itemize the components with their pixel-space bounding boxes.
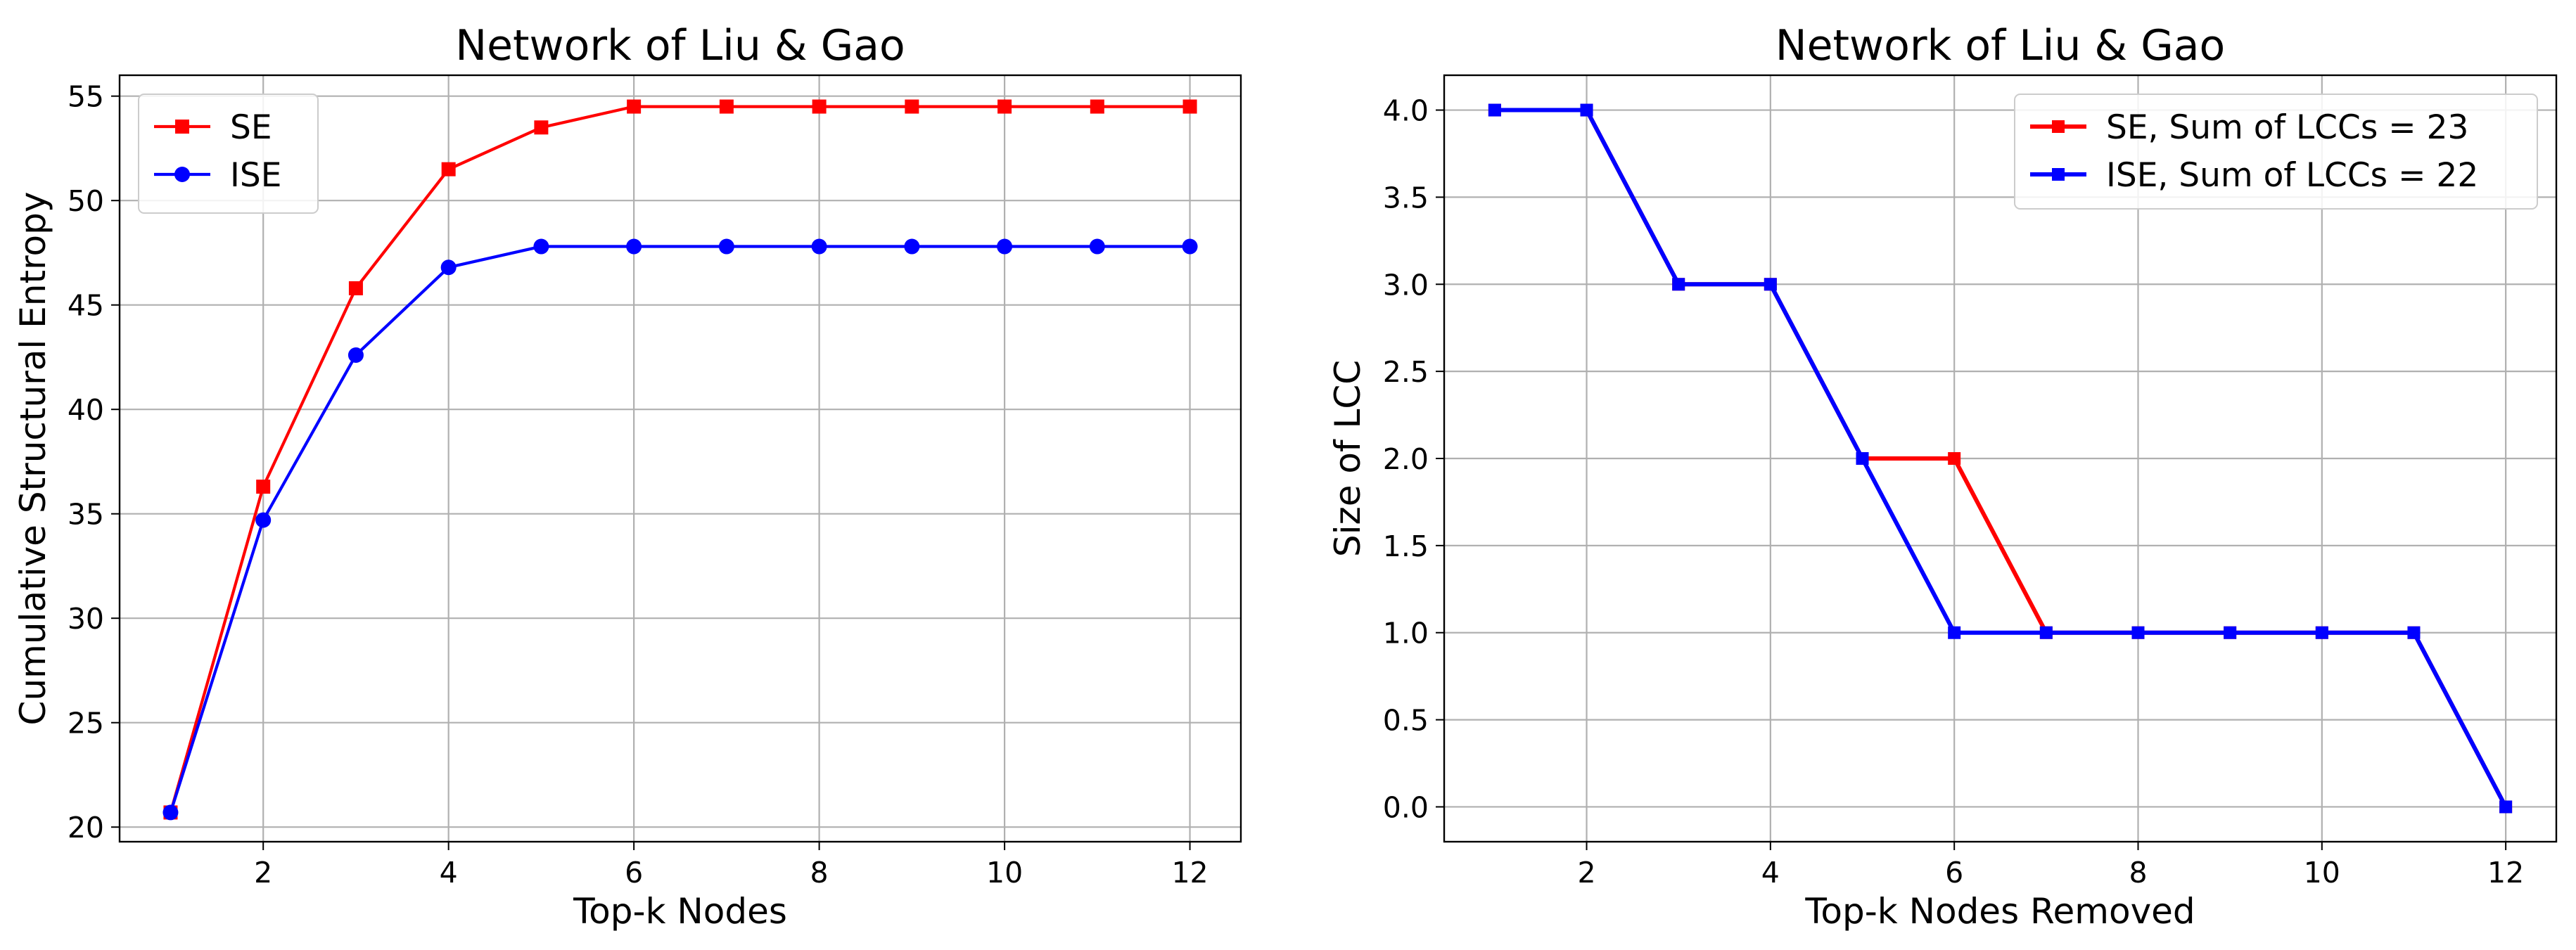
legend-box xyxy=(138,94,319,214)
y-tick-label: 30 xyxy=(68,602,104,636)
y-tick-label: 35 xyxy=(68,498,104,532)
data-point xyxy=(255,512,272,528)
data-point xyxy=(256,480,271,494)
x-tick-label: 6 xyxy=(625,856,643,890)
x-tick-label: 2 xyxy=(254,856,272,890)
data-point xyxy=(1182,99,1197,114)
x-tick-label: 12 xyxy=(1171,856,1208,890)
data-point xyxy=(347,347,364,363)
y-tick-label: 40 xyxy=(68,393,104,427)
data-point xyxy=(718,238,734,255)
data-point xyxy=(1856,452,1869,465)
chart-title: Network of Liu & Gao xyxy=(1775,21,2226,70)
x-tick-label: 6 xyxy=(1945,856,1963,890)
chart-panel-1: 2 4 6 8 10 12 20 25 30 35 40 45 50 55 Network of Liu &… xyxy=(13,21,1242,932)
x-tick-label: 8 xyxy=(810,856,829,890)
chart-panel-2: 2 4 6 8 10 12 0.0 0.5 1.0 1.5 2.0 2.5 3.0 3.5 4.0 Netwo… xyxy=(1327,21,2558,932)
y-tick-label: 45 xyxy=(68,289,104,323)
y-axis-label: Size of LCC xyxy=(1327,360,1368,557)
y-tick-label: 50 xyxy=(68,184,104,218)
y-tick-label: 25 xyxy=(68,707,104,740)
x-tick-label: 10 xyxy=(986,856,1023,890)
data-point xyxy=(1672,278,1685,291)
y-tick-label: 1.0 xyxy=(1383,617,1429,650)
plot-frame xyxy=(1443,74,2558,843)
data-point xyxy=(1580,103,1593,117)
data-point xyxy=(1488,103,1501,117)
data-point xyxy=(441,162,456,176)
plot-frame xyxy=(118,74,1242,843)
legend-label: ISE, Sum of LCCs = 22 xyxy=(2106,156,2478,195)
y-tick-label: 1.5 xyxy=(1383,529,1429,563)
y-tick-label: 0.5 xyxy=(1383,704,1429,738)
x-axis-label: Top-k Nodes xyxy=(573,891,787,932)
x-tick-label: 10 xyxy=(2304,856,2340,890)
data-point xyxy=(162,804,179,821)
y-tick-label: 4.0 xyxy=(1383,94,1429,128)
y-tick-label: 20 xyxy=(68,811,104,845)
legend-label: SE, Sum of LCCs = 23 xyxy=(2106,108,2468,147)
data-point xyxy=(2039,626,2053,639)
data-point xyxy=(2315,626,2328,639)
data-point xyxy=(997,99,1012,114)
legend-box xyxy=(2014,94,2538,210)
data-point xyxy=(1089,238,1105,255)
series-line-2 xyxy=(1494,108,2508,808)
legend-swatch-marker xyxy=(2052,120,2065,133)
y-tick-label: 3.0 xyxy=(1383,268,1429,302)
data-point xyxy=(348,281,363,295)
data-point xyxy=(904,238,920,255)
y-tick-label: 3.5 xyxy=(1383,181,1429,214)
series-line-1 xyxy=(169,105,1190,813)
data-point xyxy=(533,238,549,255)
y-tick-label: 2.5 xyxy=(1383,355,1429,389)
legend: SE ISE xyxy=(138,94,319,214)
data-point xyxy=(627,99,642,114)
data-point xyxy=(2224,626,2237,639)
data-point xyxy=(1764,278,1777,291)
legend-swatch-marker xyxy=(174,167,190,182)
y-axis-label: Cumulative Structural Entropy xyxy=(13,192,53,726)
data-point xyxy=(1090,99,1104,114)
data-point xyxy=(1948,452,1961,465)
legend-swatch-marker xyxy=(2052,168,2065,181)
x-tick-label: 4 xyxy=(1761,856,1780,890)
legend-label: ISE xyxy=(230,156,281,195)
data-point xyxy=(626,238,642,255)
data-point xyxy=(440,259,457,276)
data-point xyxy=(997,238,1013,255)
x-tick-label: 2 xyxy=(1577,856,1595,890)
data-point xyxy=(1948,626,1961,639)
x-tick-label: 12 xyxy=(2487,856,2524,890)
data-point xyxy=(811,238,827,255)
data-point xyxy=(2407,626,2421,639)
chart-title: Network of Liu & Gao xyxy=(455,21,905,70)
data-point xyxy=(719,99,734,114)
data-point xyxy=(2131,626,2145,639)
x-tick-label: 4 xyxy=(440,856,458,890)
data-point xyxy=(905,99,919,114)
x-tick-label: 8 xyxy=(2129,856,2147,890)
data-point xyxy=(1182,238,1198,255)
x-axis-label: Top-k Nodes Removed xyxy=(1804,891,2195,932)
series-line-2 xyxy=(169,245,1190,814)
legend: SE, Sum of LCCs = 23 ISE, Sum of LCCs = 2… xyxy=(2014,94,2538,210)
legend-swatch-marker xyxy=(175,120,189,134)
legend-label: SE xyxy=(230,108,272,147)
data-point xyxy=(812,99,827,114)
data-point xyxy=(2499,800,2513,814)
data-point xyxy=(534,120,549,135)
y-tick-label: 2.0 xyxy=(1383,442,1429,476)
y-tick-label: 0.0 xyxy=(1383,790,1429,824)
y-tick-label: 55 xyxy=(68,80,104,114)
